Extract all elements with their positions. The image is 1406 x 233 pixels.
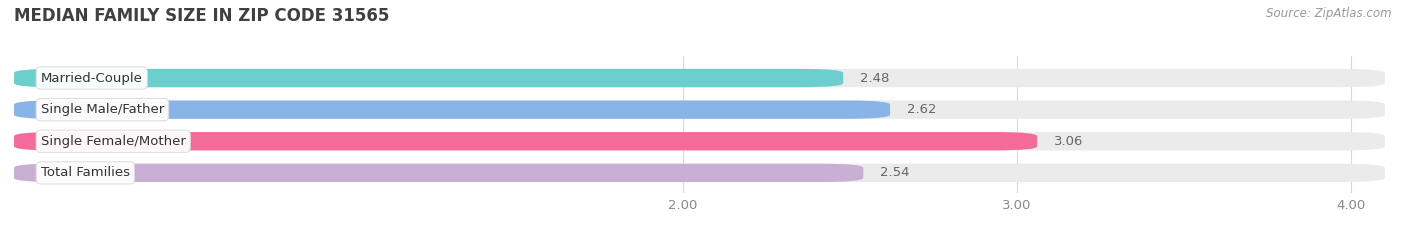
FancyBboxPatch shape bbox=[14, 100, 890, 119]
FancyBboxPatch shape bbox=[14, 132, 1385, 151]
Text: MEDIAN FAMILY SIZE IN ZIP CODE 31565: MEDIAN FAMILY SIZE IN ZIP CODE 31565 bbox=[14, 7, 389, 25]
FancyBboxPatch shape bbox=[14, 132, 1038, 151]
Text: 2.48: 2.48 bbox=[860, 72, 890, 85]
FancyBboxPatch shape bbox=[14, 164, 1385, 182]
Text: Source: ZipAtlas.com: Source: ZipAtlas.com bbox=[1267, 7, 1392, 20]
Text: Single Male/Father: Single Male/Father bbox=[41, 103, 165, 116]
Text: 3.06: 3.06 bbox=[1054, 135, 1083, 148]
Text: 2.62: 2.62 bbox=[907, 103, 936, 116]
Text: Married-Couple: Married-Couple bbox=[41, 72, 142, 85]
FancyBboxPatch shape bbox=[14, 164, 863, 182]
Text: 2.54: 2.54 bbox=[880, 166, 910, 179]
FancyBboxPatch shape bbox=[14, 100, 1385, 119]
FancyBboxPatch shape bbox=[14, 69, 1385, 87]
Text: Total Families: Total Families bbox=[41, 166, 129, 179]
Text: Single Female/Mother: Single Female/Mother bbox=[41, 135, 186, 148]
FancyBboxPatch shape bbox=[14, 69, 844, 87]
